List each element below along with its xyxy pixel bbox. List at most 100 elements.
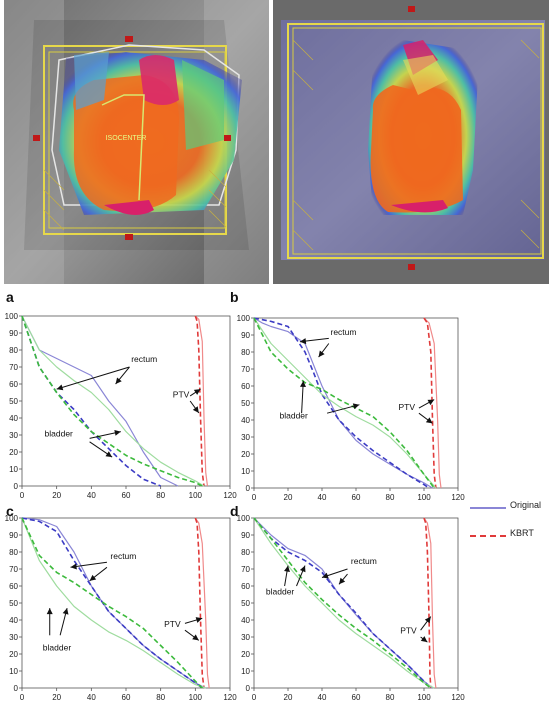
series-line-rectum-kbrt <box>21 517 203 689</box>
y-tick-label: 80 <box>9 548 18 557</box>
x-tick-label: 60 <box>122 693 131 702</box>
ct-dose-overlay-original-icon: ISOCENTER <box>4 0 269 284</box>
panel-letter-b: b <box>230 289 239 305</box>
x-tick-label: 0 <box>20 693 25 702</box>
x-tick-label: 40 <box>87 491 96 500</box>
x-tick-label: 100 <box>417 493 431 502</box>
annotation-label: PTV <box>164 619 181 629</box>
y-tick-label: 20 <box>241 450 250 459</box>
panel-letter-d: d <box>230 503 239 519</box>
y-tick-label: 20 <box>9 650 18 659</box>
series-line-rectum-kbrt <box>253 317 430 489</box>
y-tick-label: 10 <box>9 667 18 676</box>
annotation-label: PTV <box>399 402 416 412</box>
x-tick-label: 80 <box>386 693 395 702</box>
annotation-arrow-head <box>299 338 307 345</box>
x-tick-label: 80 <box>156 491 165 500</box>
y-tick-label: 100 <box>237 514 251 523</box>
series-line-bladder-orig <box>253 517 435 689</box>
x-tick-label: 40 <box>87 693 96 702</box>
dvh-chart-b: 0 20 40 60 80 100 120 0 10 20 30 40 50 60 70 80 90 100 rec… <box>237 314 466 502</box>
legend-swatch-original <box>470 507 506 509</box>
x-tick-label: 80 <box>386 493 395 502</box>
y-tick-label: 100 <box>237 314 251 323</box>
series-line-ptv-orig <box>423 517 437 689</box>
y-tick-label: 90 <box>9 531 18 540</box>
y-tick-label: 50 <box>241 599 250 608</box>
annotation-arrow-head <box>192 406 199 413</box>
series-line-rectum-kbrt <box>21 315 161 487</box>
annotation-arrow-head <box>89 574 97 581</box>
y-tick-label: 50 <box>9 599 18 608</box>
x-tick-label: 0 <box>252 693 257 702</box>
annotation-arrow-head <box>193 389 201 395</box>
series-line-bladder-kbrt <box>253 517 432 689</box>
legend-label-original: Original <box>510 500 542 510</box>
series-line-ptv-orig <box>423 317 442 489</box>
ct-dose-overlay-kbrt-icon <box>273 0 549 284</box>
x-tick-label: 20 <box>52 491 61 500</box>
series-line-bladder-kbrt <box>21 315 203 487</box>
annotation-arrow-head <box>114 429 121 436</box>
panel-letter-a: a <box>6 289 14 305</box>
series-line-bladder-kbrt <box>21 517 203 689</box>
panel-letter-c: c <box>6 503 14 519</box>
annotation-arrow-head <box>192 634 199 641</box>
annotation-arrow-head <box>322 572 329 579</box>
annotation-arrow-head <box>424 616 431 624</box>
y-tick-label: 0 <box>246 484 251 493</box>
y-tick-label: 10 <box>241 467 250 476</box>
dvh-chart-c: 0 20 40 60 80 100 120 0 10 20 30 40 50 60 70 80 90 100 rec… <box>5 514 238 702</box>
y-tick-label: 30 <box>241 433 250 442</box>
x-tick-label: 40 <box>318 493 327 502</box>
y-tick-label: 90 <box>241 531 250 540</box>
series-line-bladder-orig <box>21 315 205 487</box>
legend-item-original: Original <box>470 500 552 516</box>
series-line-bladder-orig <box>253 317 437 489</box>
annotation-arrow-head <box>318 350 325 358</box>
annotation-arrow-head <box>427 399 435 406</box>
y-tick-label: 60 <box>9 582 18 591</box>
y-tick-label: 20 <box>241 650 250 659</box>
y-tick-label: 30 <box>9 431 18 440</box>
series-line-rectum-kbrt <box>253 517 432 689</box>
svg-text:ISOCENTER: ISOCENTER <box>106 135 147 142</box>
x-tick-label: 0 <box>20 491 25 500</box>
annotation-arrow-head <box>62 608 69 615</box>
y-tick-label: 60 <box>241 582 250 591</box>
y-tick-label: 10 <box>241 667 250 676</box>
annotation-arrow-head <box>46 608 53 615</box>
y-tick-label: 50 <box>241 399 250 408</box>
x-tick-label: 60 <box>122 491 131 500</box>
ct-image-original: ISOCENTER <box>4 0 269 284</box>
annotation-arrow-head <box>299 380 306 388</box>
y-tick-label: 80 <box>9 346 18 355</box>
x-tick-label: 120 <box>451 693 465 702</box>
y-tick-label: 60 <box>241 382 250 391</box>
annotation-arrow-head <box>56 384 64 391</box>
annotation-arrow-line <box>70 561 108 568</box>
legend-label-kbrt: KBRT <box>510 528 534 538</box>
series-line-ptv-kbrt <box>423 517 432 689</box>
y-tick-label: 40 <box>9 616 18 625</box>
x-tick-label: 0 <box>252 493 257 502</box>
annotation-arrow-head <box>115 377 122 384</box>
y-tick-label: 100 <box>5 312 19 321</box>
y-tick-label: 70 <box>9 363 18 372</box>
x-tick-label: 80 <box>156 693 165 702</box>
y-tick-label: 50 <box>9 397 18 406</box>
y-tick-label: 90 <box>9 329 18 338</box>
annotation-arrow-head <box>299 565 306 573</box>
legend: Original KBRT <box>470 500 552 560</box>
y-tick-label: 0 <box>246 684 251 693</box>
y-tick-label: 80 <box>241 348 250 357</box>
y-tick-label: 70 <box>9 565 18 574</box>
series-line-ptv-kbrt <box>194 517 205 689</box>
x-tick-label: 20 <box>284 493 293 502</box>
y-tick-label: 0 <box>14 684 19 693</box>
y-tick-label: 30 <box>241 633 250 642</box>
series-line-ptv-orig <box>194 315 209 487</box>
x-tick-label: 20 <box>284 693 293 702</box>
annotation-arrow-head <box>70 563 77 570</box>
